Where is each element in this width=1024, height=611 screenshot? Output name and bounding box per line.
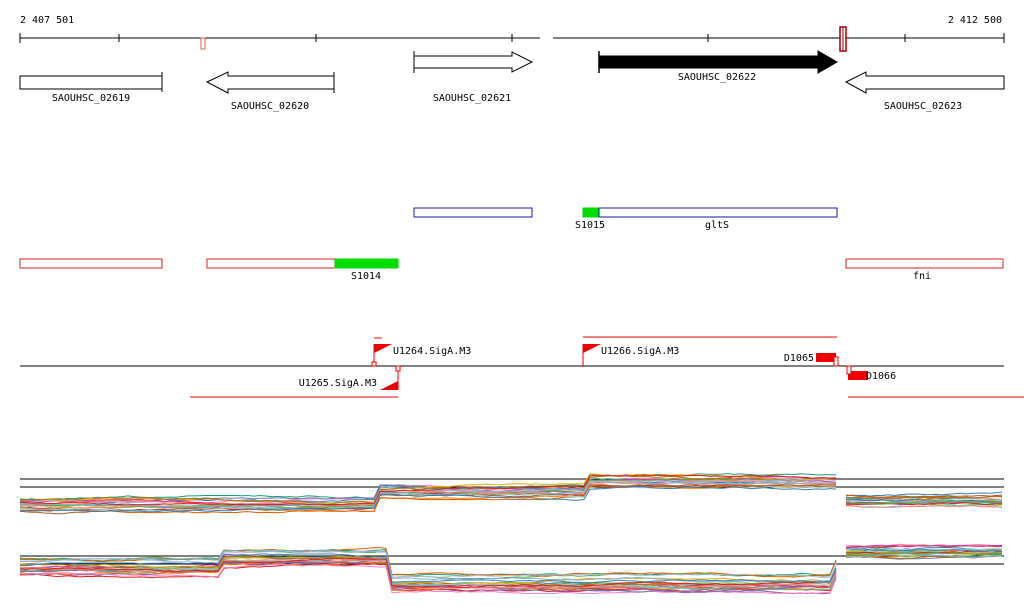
expression-trace-line: [19, 555, 837, 585]
expression-trace-line: [846, 505, 1003, 508]
promoter-label: U1265.SigA.M3: [299, 378, 377, 389]
regulation-track: U1264.SigA.M3 U1265.SigA.M3 U1266.SigA.M…: [20, 336, 1024, 398]
expression-trace-line: [19, 485, 837, 513]
promoter-label: U1264.SigA.M3: [393, 346, 471, 357]
ruler-start-label: 2 407 501: [20, 15, 74, 26]
gene-label: SAOUHSC_02619: [52, 93, 130, 104]
expression-trace-line: [19, 553, 837, 584]
expression-trace-line: [19, 549, 837, 583]
promoter-tick: [371, 361, 377, 367]
terminator-label: D1066: [866, 371, 896, 382]
expression-trace-line: [19, 475, 837, 506]
expression-trace-line: [845, 498, 1003, 503]
expression-trace-line: [845, 548, 1003, 552]
gene-saouhsc-02619[interactable]: SAOUHSC_02619: [19, 72, 163, 104]
gene-saouhsc-02623[interactable]: SAOUHSC_02623: [844, 71, 1005, 112]
promoter-label: U1266.SigA.M3: [601, 346, 679, 357]
terminator-tick: [846, 365, 852, 375]
annotation-box-red[interactable]: [206, 258, 336, 269]
expression-trace-line: [845, 504, 1003, 509]
expression-trace-line: [845, 500, 1003, 505]
expression-track-2: [19, 543, 1004, 595]
terminator-d1065[interactable]: D1065: [784, 353, 839, 367]
gene-label: SAOUHSC_02620: [231, 101, 309, 112]
annotation-fni[interactable]: [845, 258, 1004, 269]
gene-label: SAOUHSC_02621: [433, 93, 511, 104]
ruler-marker-left[interactable]: [200, 37, 206, 50]
expression-trace-line: [19, 550, 837, 579]
expression-trace-line: [845, 552, 1003, 555]
terminator-label: D1065: [784, 353, 814, 364]
gene-label: SAOUHSC_02623: [884, 101, 962, 112]
expression-trace-line: [845, 497, 1003, 503]
expression-trace-line: [19, 475, 837, 504]
annotation-label-gltS: gltS: [705, 220, 729, 231]
annotation-label-s1015: S1015: [575, 220, 605, 231]
expression-trace-line: [845, 491, 1003, 497]
terminator-block[interactable]: [848, 371, 868, 380]
annotation-track-2: S1014 fni: [19, 258, 1004, 282]
gene-track: SAOUHSC_02619 SAOUHSC_02620 SAOUHSC_0262…: [19, 50, 1005, 112]
promoter-flag[interactable]: [583, 344, 601, 353]
expression-trace-line: [845, 544, 1003, 548]
expression-trace-line: [845, 553, 1003, 559]
promoter-flag[interactable]: [374, 344, 392, 353]
coordinate-ruler: 2 407 501 2 412 500: [19, 15, 1005, 52]
expression-traces: [19, 543, 1003, 595]
gene-label: SAOUHSC_02622: [678, 72, 756, 83]
promoter-u1266[interactable]: U1266.SigA.M3: [582, 336, 837, 366]
expression-trace-line: [19, 483, 837, 514]
terminator-tick: [833, 356, 839, 367]
promoter-tick: [395, 365, 401, 372]
expression-trace-line: [19, 558, 837, 589]
ruler-end-label: 2 412 500: [948, 15, 1002, 26]
annotation-label-s1014: S1014: [351, 271, 381, 282]
promoter-u1264[interactable]: U1264.SigA.M3: [371, 337, 471, 367]
promoter-flag[interactable]: [380, 381, 398, 390]
gene-arrow-forward[interactable]: [413, 51, 534, 73]
gene-saouhsc-02621[interactable]: SAOUHSC_02621: [413, 51, 534, 104]
annotation-track-1: S1015 gltS: [413, 207, 838, 231]
promoter-u1265[interactable]: U1265.SigA.M3: [190, 365, 401, 398]
gene-shape[interactable]: [19, 75, 163, 90]
annotation-box-blue[interactable]: [413, 207, 533, 218]
expression-traces: [19, 473, 1003, 515]
annotation-gltS[interactable]: [598, 207, 838, 218]
gene-arrow-forward-filled[interactable]: [598, 50, 838, 74]
terminator-d1066[interactable]: D1066: [846, 365, 1024, 398]
gene-arrow-reverse[interactable]: [205, 71, 335, 94]
expression-track-1: [19, 473, 1004, 515]
annotation-s1014[interactable]: [334, 258, 399, 269]
gene-saouhsc-02620[interactable]: SAOUHSC_02620: [205, 71, 335, 112]
ruler-ticks: [19, 33, 1005, 43]
terminator-block[interactable]: [816, 353, 836, 362]
gene-arrow-reverse[interactable]: [844, 71, 1005, 94]
annotation-s1015[interactable]: [582, 207, 600, 218]
gene-saouhsc-02622[interactable]: SAOUHSC_02622: [598, 50, 838, 83]
annotation-label-fni: fni: [913, 271, 931, 282]
annotation-box-red[interactable]: [19, 258, 163, 269]
